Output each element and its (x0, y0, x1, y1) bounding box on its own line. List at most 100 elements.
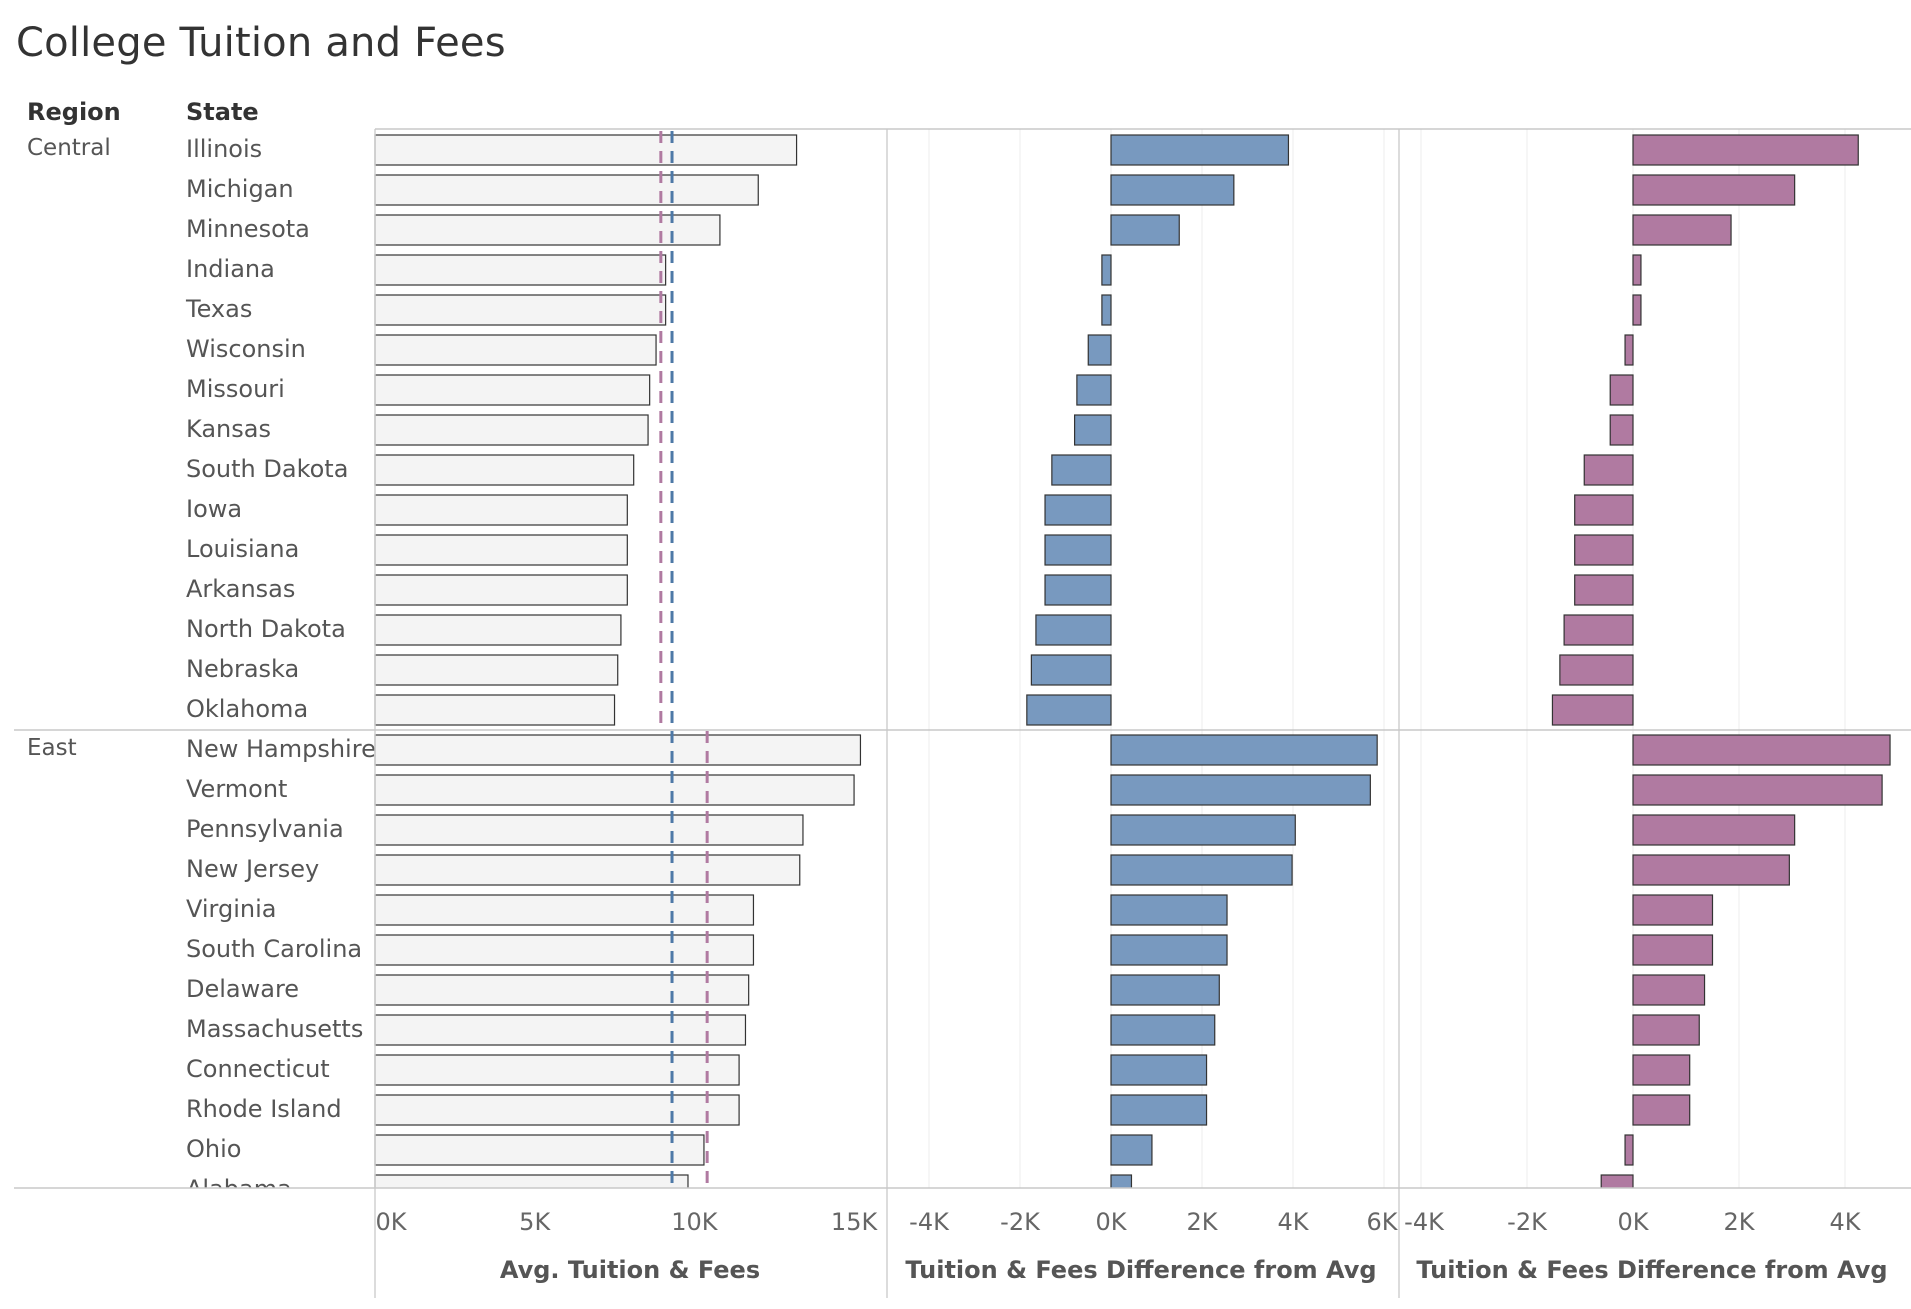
diff-region-bar (1583, 454, 1634, 486)
diff-overall-bar (1110, 1134, 1153, 1166)
state-label: Rhode Island (186, 1095, 342, 1123)
axis-tick-label: -2K (1507, 1208, 1548, 1236)
diff-overall-bar (1044, 574, 1112, 606)
diff-region-bar (1624, 1134, 1634, 1166)
state-label: Arkansas (186, 575, 296, 603)
avg-bar (374, 1134, 705, 1166)
axis-tick-label: 5K (519, 1208, 551, 1236)
diff-region-bar (1632, 174, 1796, 206)
axis-title-avg: Avg. Tuition & Fees (499, 1256, 761, 1284)
diff-overall-bar (1110, 974, 1220, 1006)
region-label: East (27, 735, 77, 761)
avg-bar (374, 574, 628, 606)
diff-region-bar (1609, 374, 1634, 406)
avg-bar (374, 654, 619, 686)
diff-region-bar (1632, 894, 1714, 926)
diff-overall-bar (1026, 694, 1112, 726)
state-label: Nebraska (186, 655, 300, 683)
avg-bar (374, 774, 855, 806)
diff-overall-bar (1110, 774, 1371, 806)
axis-tick-label: 4K (1829, 1208, 1861, 1236)
diff-overall-bar (1110, 1054, 1208, 1086)
diff-region-bar (1609, 414, 1634, 446)
diff-overall-bar (1030, 654, 1112, 686)
avg-bar (374, 494, 628, 526)
axis-tick-label: -4K (1404, 1208, 1445, 1236)
diff-region-bar (1632, 934, 1714, 966)
avg-bar (374, 734, 862, 766)
axis-tick-label: 2K (1186, 1208, 1218, 1236)
avg-bar (374, 854, 801, 886)
avg-bar (374, 174, 759, 206)
state-label: Virginia (186, 895, 277, 923)
avg-bar (374, 534, 628, 566)
avg-bar (374, 374, 651, 406)
diff-region-bar (1574, 534, 1634, 566)
state-label: North Dakota (186, 615, 346, 643)
region-header: Region (27, 98, 121, 126)
state-label: Alabama (186, 1175, 292, 1188)
axis-title-diff-overall: Tuition & Fees Difference from Avg (905, 1256, 1377, 1284)
state-label: New Jersey (186, 855, 320, 883)
diff-overall-bar (1044, 494, 1112, 526)
diff-region-bar (1632, 214, 1732, 246)
avg-bar (374, 894, 755, 926)
diff-region-bar (1632, 1054, 1691, 1086)
avg-bar (374, 294, 667, 326)
diff-region-bar (1632, 1094, 1691, 1126)
diff-region-bar (1600, 1174, 1634, 1188)
diff-region-bar (1574, 574, 1634, 606)
diff-region-bar (1559, 654, 1634, 686)
axis-tick-label: 15K (831, 1208, 879, 1236)
avg-bar (374, 254, 667, 286)
state-label: South Carolina (186, 935, 363, 963)
avg-bar (374, 1174, 689, 1188)
diff-overall-bar (1044, 534, 1112, 566)
diff-overall-bar (1110, 934, 1228, 966)
diff-overall-bar (1051, 454, 1112, 486)
axis-tick-label: 4K (1277, 1208, 1309, 1236)
chart-body (374, 129, 1891, 1188)
state-label: Texas (186, 295, 253, 323)
diff-region-bar (1632, 254, 1642, 286)
state-label: Louisiana (186, 535, 300, 563)
region-label: Central (27, 135, 111, 161)
diff-region-bar (1632, 774, 1883, 806)
state-label: South Dakota (186, 455, 349, 483)
state-label: Oklahoma (186, 695, 309, 723)
axis-tick-label: 0K (375, 1208, 407, 1236)
axis-title-diff-region: Tuition & Fees Difference from Avg (1416, 1256, 1888, 1284)
diff-region-bar (1632, 134, 1859, 166)
avg-bar (374, 334, 657, 366)
diff-overall-bar (1110, 814, 1296, 846)
diff-overall-bar (1110, 854, 1293, 886)
avg-bar (374, 934, 755, 966)
avg-bar (374, 974, 750, 1006)
avg-bar (374, 694, 616, 726)
diff-region-bar (1632, 974, 1706, 1006)
diff-overall-bar (1101, 294, 1112, 326)
diff-overall-bar (1110, 134, 1290, 166)
axis-tick-label: 10K (671, 1208, 719, 1236)
diff-region-bar (1632, 734, 1891, 766)
axis-tick-label: -4K (909, 1208, 950, 1236)
state-label: Pennsylvania (186, 815, 344, 843)
avg-bar (374, 1054, 740, 1086)
state-label: Connecticut (186, 1055, 330, 1083)
avg-bar (374, 214, 721, 246)
diff-overall-bar (1110, 1094, 1208, 1126)
avg-bar (374, 614, 622, 646)
diff-overall-bar (1110, 734, 1378, 766)
diff-region-bar (1551, 694, 1634, 726)
avg-bar (374, 1094, 740, 1126)
avg-bar (374, 454, 635, 486)
diff-overall-bar (1110, 174, 1235, 206)
state-label: Kansas (186, 415, 271, 443)
state-label: Massachusetts (186, 1015, 364, 1043)
state-label: Missouri (186, 375, 285, 403)
diff-overall-bar (1035, 614, 1112, 646)
diff-overall-bar (1110, 214, 1180, 246)
diff-overall-bar (1110, 1014, 1216, 1046)
axis-tick-label: 0K (1095, 1208, 1127, 1236)
